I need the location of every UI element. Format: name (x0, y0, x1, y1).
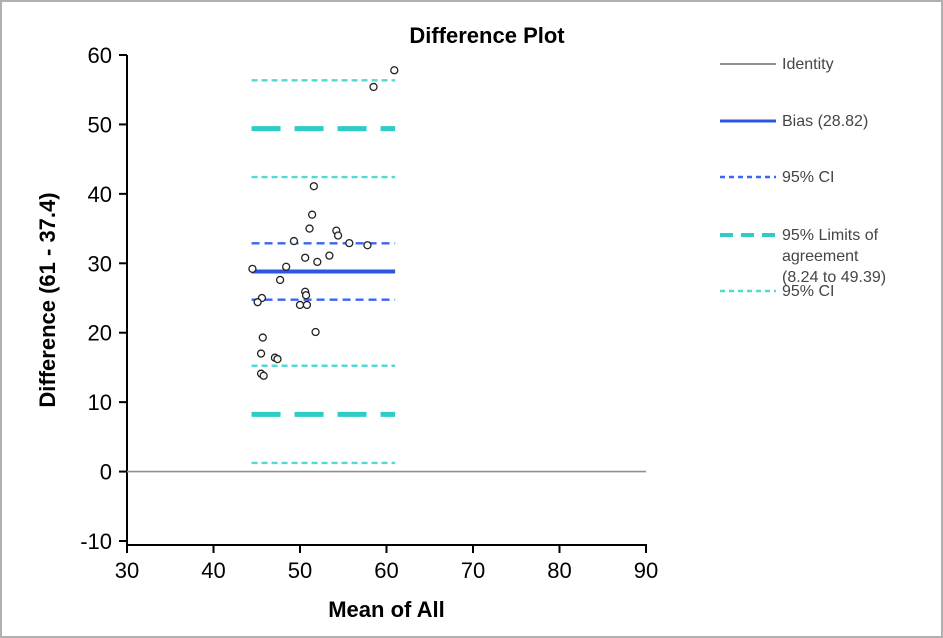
legend: Identity Bias (28.82) 95% CI 95% Limits … (720, 2, 920, 636)
svg-text:0: 0 (100, 460, 112, 485)
svg-text:40: 40 (88, 182, 112, 207)
svg-text:-10: -10 (80, 529, 112, 554)
svg-text:70: 70 (461, 558, 485, 583)
legend-item-label: Identity (782, 56, 834, 73)
loa-line-swatch-icon (720, 233, 776, 237)
legend-item-label: 95% Limits of agreement (8.24 to 49.39) (782, 227, 887, 286)
bias-ci-line-swatch-icon (720, 175, 776, 179)
svg-text:20: 20 (88, 321, 112, 346)
svg-text:30: 30 (88, 251, 112, 276)
identity-line-swatch-icon (720, 63, 776, 65)
legend-item-bias: Bias (28.82) (720, 111, 868, 132)
legend-item-identity: Identity (720, 54, 834, 75)
legend-item-bias-ci: 95% CI (720, 167, 834, 188)
svg-text:50: 50 (88, 112, 112, 137)
svg-text:60: 60 (374, 558, 398, 583)
svg-text:10: 10 (88, 390, 112, 415)
svg-text:90: 90 (634, 558, 658, 583)
legend-item-loa-ci: 95% CI (720, 281, 834, 302)
loa-ci-line-swatch-icon (720, 289, 776, 293)
svg-text:60: 60 (88, 43, 112, 68)
legend-item-label: Bias (28.82) (782, 113, 869, 130)
svg-text:40: 40 (201, 558, 225, 583)
x-axis-label: Mean of All (328, 597, 445, 622)
svg-text:30: 30 (115, 558, 139, 583)
svg-text:50: 50 (288, 558, 312, 583)
bias-line-swatch-icon (720, 119, 776, 123)
legend-item-label: 95% CI (782, 283, 835, 300)
legend-item-limits-of-agreement: 95% Limits of agreement (8.24 to 49.39) (720, 225, 886, 288)
svg-text:80: 80 (547, 558, 571, 583)
legend-item-label: 95% CI (782, 169, 835, 186)
chart-title: Difference Plot (409, 23, 565, 48)
